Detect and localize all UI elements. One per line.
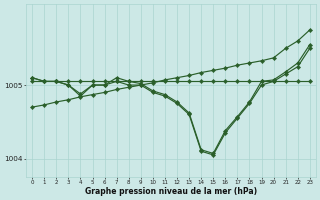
X-axis label: Graphe pression niveau de la mer (hPa): Graphe pression niveau de la mer (hPa) bbox=[85, 187, 257, 196]
